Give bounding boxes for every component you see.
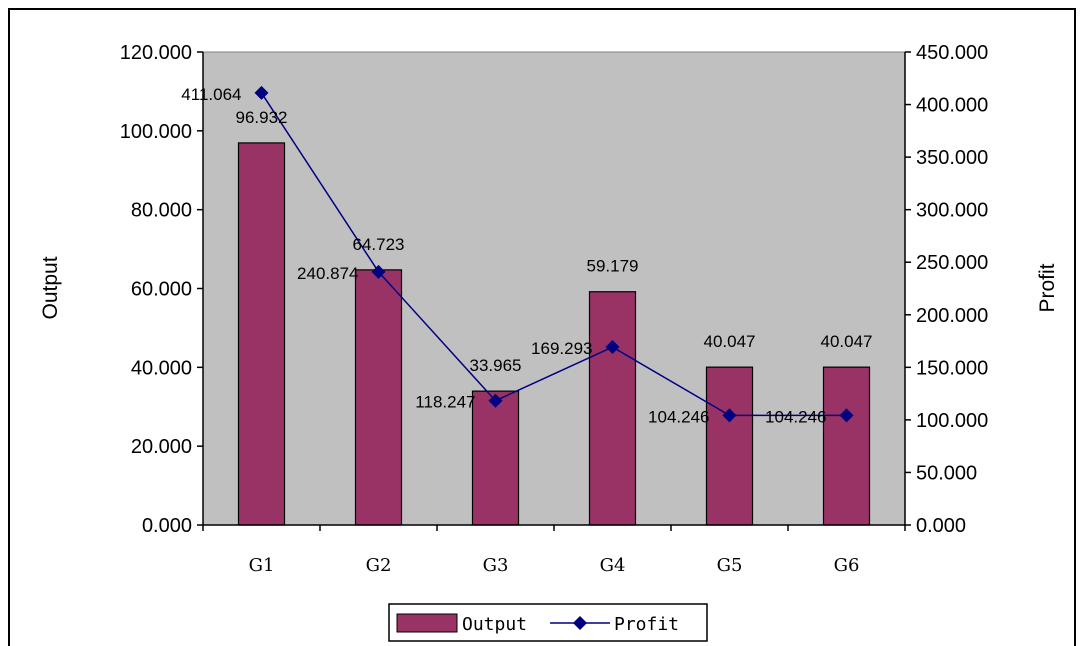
legend-swatch-output [396,613,458,633]
profit-line-layer [254,85,854,423]
x-tick-label: G1 [249,555,275,576]
bar-value-label: 59.179 [587,257,639,276]
profit-line [260,92,847,417]
profit-marker [371,264,386,279]
x-tick-label: G6 [834,555,860,576]
legend: Output Profit [388,603,708,642]
line-value-label: 411.064 [181,85,241,104]
plot-area [202,51,906,526]
legend-label-profit: Profit [614,614,679,635]
profit-marker [839,408,854,423]
bar-output [354,269,403,526]
y-tick-label: 100.000 [120,121,192,143]
bar-value-label: 40.047 [704,332,756,351]
line-value-label: 104.246 [765,407,826,426]
bar-value-label: 40.047 [821,332,873,351]
profit-marker [254,85,269,100]
legend-marker-profit [573,616,587,630]
bar-output [822,366,871,526]
chart-frame [8,8,1076,646]
y-tick-label: 80.000 [131,200,192,222]
x-tick-label: G2 [366,555,392,576]
y2-tick-label: 250.000 [916,252,988,274]
y-tick-label: 120.000 [120,42,192,64]
x-tick-label: G5 [717,555,743,576]
y2-tick-label: 50.000 [916,462,977,484]
line-value-label: 104.246 [648,407,709,426]
bar-value-label: 64.723 [353,235,405,254]
line-value-label: 240.874 [297,264,358,283]
y2-tick-label: 300.000 [916,200,988,222]
y2-tick-label: 100.000 [916,410,988,432]
axes-layer: 0.000 20.000 40.000 60.000 80.000 100.000 120.… [120,42,989,576]
profit-marker [605,340,620,355]
y2-tick-label: 150.000 [916,357,988,379]
profit-marker [488,393,503,408]
y-tick-label: 0.000 [142,515,192,537]
y2-axis-title: Profit [1036,263,1059,312]
y-tick-label: 40.000 [131,357,192,379]
bar-value-label: 33.965 [470,356,522,375]
bar-output [705,366,754,526]
y-tick-label: 60.000 [131,279,192,301]
line-value-label: 169.293 [531,339,592,358]
legend-label-output: Output [462,614,527,635]
y2-tick-label: 450.000 [916,42,988,64]
y-tick-label: 20.000 [131,436,192,458]
data-labels-layer: 96.932 64.723 33.965 59.179 40.047 40.047 411.… [181,85,872,426]
bar-value-label: 96.932 [236,108,288,127]
y-axis-title: Output [39,256,62,319]
x-tick-label: G4 [600,555,626,576]
bar-output [471,390,520,526]
y2-tick-label: 400.000 [916,95,988,117]
y2-tick-label: 0.000 [916,515,966,537]
bar-output [237,142,286,526]
bar-output [588,291,637,526]
line-value-label: 118.247 [415,393,475,412]
profit-marker [722,408,737,423]
y2-tick-label: 350.000 [916,147,988,169]
x-tick-label: G3 [483,555,509,576]
y2-tick-label: 200.000 [916,305,988,327]
